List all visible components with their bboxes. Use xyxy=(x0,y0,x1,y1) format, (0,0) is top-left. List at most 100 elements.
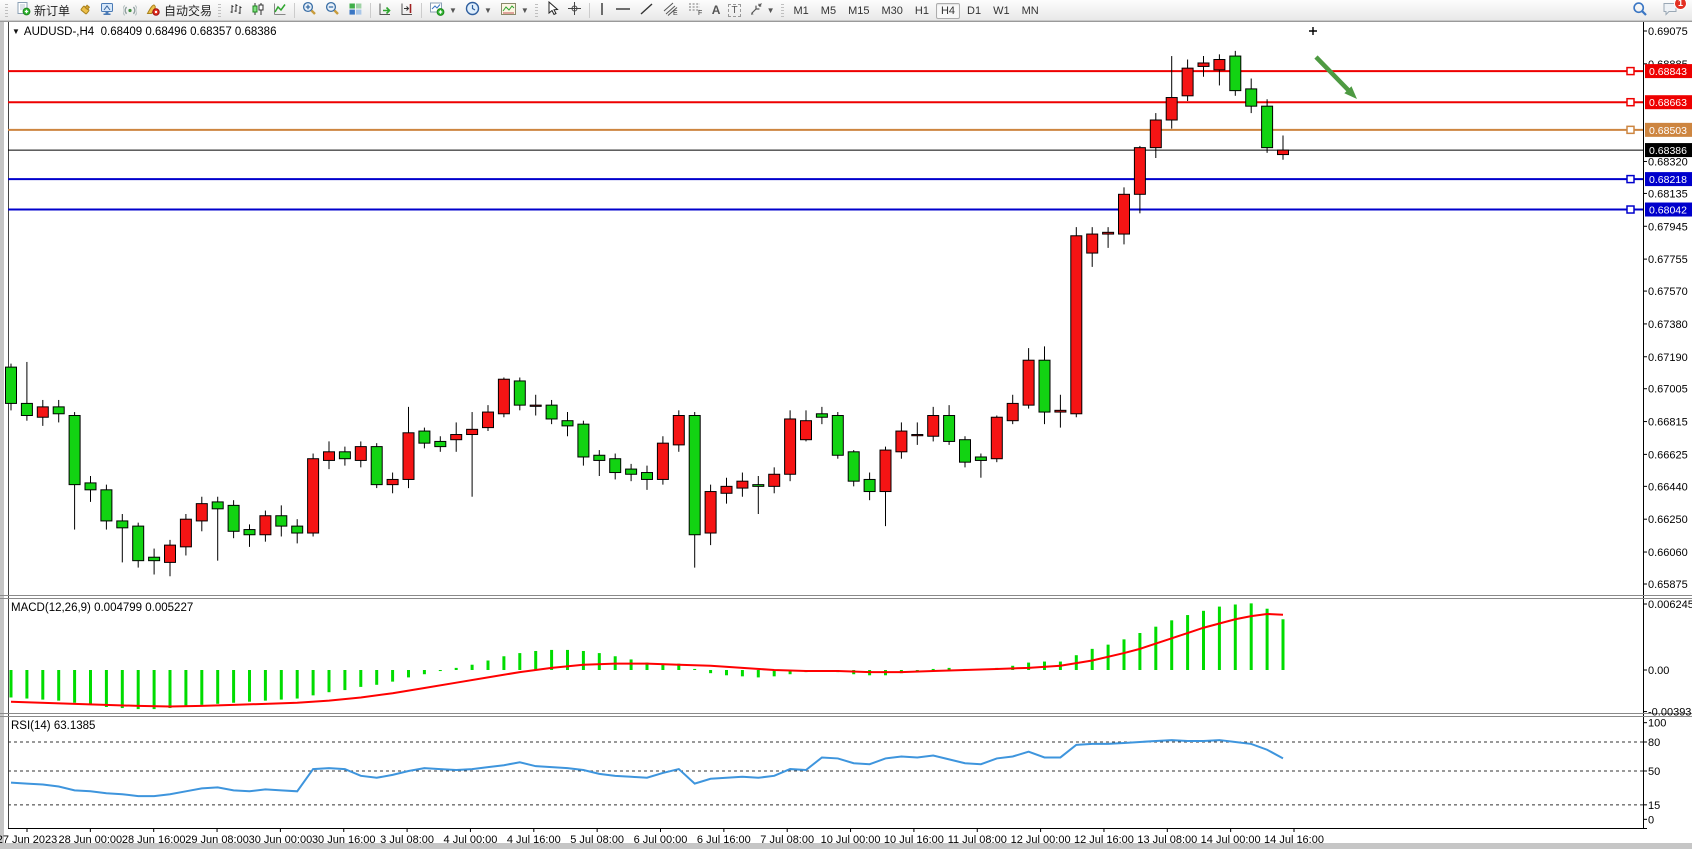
zoom-in-icon xyxy=(302,1,317,19)
toolbar-separator xyxy=(294,2,296,18)
time-axis-label: 12 Jul 16:00 xyxy=(1074,834,1134,846)
zoom-out-button[interactable] xyxy=(321,0,344,20)
terminal-button[interactable] xyxy=(96,0,119,20)
tile-windows-icon xyxy=(348,2,363,19)
candle-bull xyxy=(672,415,685,446)
cross-marker[interactable] xyxy=(1309,27,1317,35)
candle-bull xyxy=(179,518,192,548)
candle-bull xyxy=(1197,62,1210,67)
vertical-line-tool[interactable] xyxy=(593,0,611,20)
chart-title: ▼ AUDUSD-,H4 0.68409 0.68496 0.68357 0.68… xyxy=(12,26,276,38)
auto-scroll-button[interactable] xyxy=(374,0,396,20)
macd-axis-label: 0.006245 xyxy=(1648,599,1692,611)
candle-bear xyxy=(641,472,653,480)
candle-bear xyxy=(243,529,256,536)
chart-symbol-period: AUDUSD-,H4 xyxy=(23,26,95,38)
time-axis-label: 4 Jul 00:00 xyxy=(444,834,498,846)
timeframe-button-m30[interactable]: M30 xyxy=(881,5,903,17)
candle-bear xyxy=(275,515,288,527)
indicators-icon xyxy=(429,1,445,19)
candle-bull xyxy=(1118,193,1130,235)
timeframe-button-m5[interactable]: M5 xyxy=(820,5,837,17)
price-line-badge xyxy=(1645,202,1692,217)
timeframe-button-h1[interactable]: H1 xyxy=(914,5,929,17)
templates-button[interactable]: ▼ xyxy=(496,0,533,20)
line-drag-handle[interactable] xyxy=(1626,174,1635,184)
chart-shift-button[interactable] xyxy=(396,0,418,20)
arrow-annotation-head[interactable] xyxy=(1344,86,1357,99)
candle-bull xyxy=(1022,359,1035,406)
notifications-button[interactable]: 1 xyxy=(1658,0,1687,20)
macd-name: MACD(12,26,9) xyxy=(11,602,91,614)
collapse-triangle-icon: ▼ xyxy=(12,27,20,36)
new-order-icon xyxy=(16,1,31,19)
line-drag-handle[interactable] xyxy=(1626,66,1635,76)
time-axis-label: 4 Jul 16:00 xyxy=(507,834,561,846)
candle-bear xyxy=(815,413,828,418)
line-drag-handle[interactable] xyxy=(1626,125,1635,135)
indicators-button[interactable]: ▼ xyxy=(425,0,461,20)
candle-bull xyxy=(990,416,1003,460)
candlestick-chart-button[interactable] xyxy=(247,0,269,20)
auto-trading-button[interactable]: 自动交易 xyxy=(141,0,216,20)
horizontal-line-tool[interactable] xyxy=(611,0,635,20)
chart-canvas[interactable]: 0.690750.688850.683200.681350.679450.677… xyxy=(0,21,1692,849)
price-axis-label: 0.67380 xyxy=(1648,319,1688,331)
price-axis-label: 0.67755 xyxy=(1648,254,1688,266)
arrow-annotation[interactable] xyxy=(1314,55,1353,95)
candle-bear xyxy=(116,520,129,529)
candle-bull xyxy=(1086,233,1099,254)
tile-windows-button[interactable] xyxy=(344,0,367,20)
history-center-button[interactable] xyxy=(74,0,96,20)
new-order-button[interactable]: 新订单 xyxy=(12,0,74,20)
timeframe-button-m15[interactable]: M15 xyxy=(848,5,870,17)
crosshair-button[interactable] xyxy=(563,0,586,20)
arrows-icon xyxy=(749,2,763,19)
search-icon xyxy=(1632,1,1648,20)
fibonacci-tool[interactable]: F xyxy=(683,0,708,20)
rsi-line xyxy=(10,739,1284,798)
timeframe-button-d1[interactable]: D1 xyxy=(967,5,982,17)
text-icon: A xyxy=(711,3,721,17)
line-chart-button[interactable] xyxy=(269,0,291,20)
price-line-badge xyxy=(1645,122,1692,137)
gold-seal-icon xyxy=(78,2,92,19)
auto-scroll-icon xyxy=(378,2,392,19)
candle-bear xyxy=(84,482,97,491)
equidistant-channel-tool[interactable]: E xyxy=(658,0,683,20)
candle-bull xyxy=(402,432,415,480)
chevron-down-icon: ▼ xyxy=(449,5,457,15)
time-axis-label: 30 Jun 16:00 xyxy=(312,834,376,846)
candle-bull xyxy=(164,544,176,563)
clock-icon xyxy=(465,1,480,19)
price-axis-label: 0.66440 xyxy=(1648,481,1688,493)
line-drag-handle[interactable] xyxy=(1626,205,1635,214)
price-line-badge xyxy=(1645,95,1692,110)
cursor-button[interactable] xyxy=(542,0,563,20)
window-bottom-edge xyxy=(0,843,1692,849)
periods-button[interactable]: ▼ xyxy=(461,0,496,20)
macd-main-value: 0.004799 xyxy=(94,602,143,614)
trendline-tool[interactable] xyxy=(635,0,658,20)
text-label-tool[interactable]: T xyxy=(724,0,744,20)
time-axis-label: 14 Jul 16:00 xyxy=(1264,834,1324,846)
line-drag-handle[interactable] xyxy=(1626,97,1635,107)
timeframe-button-mn[interactable]: MN xyxy=(1021,5,1039,17)
candle-bull xyxy=(1070,235,1083,415)
signal-button[interactable] xyxy=(119,0,141,20)
arrows-tool[interactable]: ▼ xyxy=(745,0,779,20)
candle-bear xyxy=(338,451,351,460)
search-button[interactable] xyxy=(1628,0,1652,20)
candle-bear xyxy=(577,423,590,458)
bar-chart-button[interactable] xyxy=(225,0,247,20)
timeframe-button-w1[interactable]: W1 xyxy=(993,5,1010,17)
timeframe-button-h4[interactable]: H4 xyxy=(935,3,960,19)
candle-bear xyxy=(370,446,383,486)
candle-bear xyxy=(1229,55,1242,92)
timeframe-button-m1[interactable]: M1 xyxy=(793,5,809,17)
chart-window[interactable]: 0.690750.688850.683200.681350.679450.677… xyxy=(0,21,1692,849)
text-tool[interactable]: A xyxy=(708,0,725,20)
zoom-in-button[interactable] xyxy=(298,0,321,20)
time-axis-label: 28 Jun 00:00 xyxy=(59,834,123,846)
time-axis-label: 13 Jul 08:00 xyxy=(1137,834,1197,846)
